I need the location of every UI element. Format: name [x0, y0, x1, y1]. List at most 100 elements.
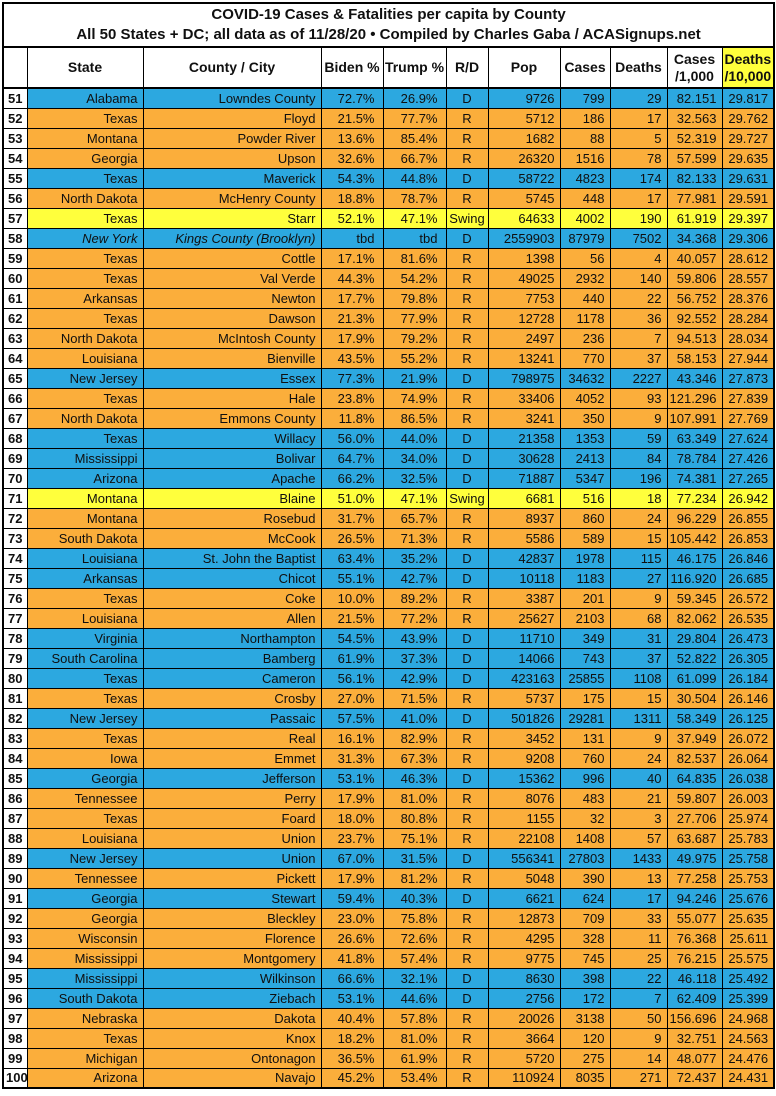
cell-deaths-per-10k: 26.942 [721, 487, 775, 509]
cell-biden-pct: 26.6% [320, 927, 384, 949]
cell-deaths-per-10k: 29.306 [721, 227, 775, 249]
cell-cases: 398 [559, 967, 611, 989]
cell-rank: 84 [2, 747, 28, 769]
table-row: 66 Texas Hale 23.8% 74.9% R 33406 4052 9… [2, 387, 775, 409]
table-row: 65 New Jersey Essex 77.3% 21.9% D 798975… [2, 367, 775, 389]
cell-deaths-per-10k: 24.476 [721, 1047, 775, 1069]
table-row: 63 North Dakota McIntosh County 17.9% 79… [2, 327, 775, 349]
cell-state: Virginia [26, 627, 144, 649]
cell-state: Tennessee [26, 787, 144, 809]
cell-deaths: 1311 [609, 707, 668, 729]
cell-deaths-per-10k: 24.563 [721, 1027, 775, 1049]
cell-deaths-per-10k: 29.817 [721, 87, 775, 109]
cell-party: R [445, 747, 489, 769]
cell-state: North Dakota [26, 187, 144, 209]
cell-rank: 61 [2, 287, 28, 309]
cell-pop: 14066 [487, 647, 561, 669]
cell-biden-pct: 17.9% [320, 787, 384, 809]
cell-biden-pct: 27.0% [320, 687, 384, 709]
cell-county: Hale [142, 387, 322, 409]
cell-biden-pct: 67.0% [320, 847, 384, 869]
table-row: 70 Arizona Apache 66.2% 32.5% D 71887 53… [2, 467, 775, 489]
cell-biden-pct: 18.2% [320, 1027, 384, 1049]
cell-cases-per-1k: 61.919 [666, 207, 723, 229]
cell-deaths-per-10k: 25.676 [721, 887, 775, 909]
cell-party: R [445, 147, 489, 169]
cell-county: Apache [142, 467, 322, 489]
cell-cases: 32 [559, 807, 611, 829]
cell-county: Bamberg [142, 647, 322, 669]
cell-rank: 55 [2, 167, 28, 189]
cell-state: Texas [26, 107, 144, 129]
cell-trump-pct: 34.0% [382, 447, 447, 469]
cell-deaths-per-10k: 24.968 [721, 1007, 775, 1029]
cell-trump-pct: 40.3% [382, 887, 447, 909]
cell-biden-pct: 17.9% [320, 327, 384, 349]
cell-deaths: 24 [609, 747, 668, 769]
cell-deaths-per-10k: 28.557 [721, 267, 775, 289]
cell-county: Cameron [142, 667, 322, 689]
table-row: 92 Georgia Bleckley 23.0% 75.8% R 12873 … [2, 907, 775, 929]
cell-party: D [445, 167, 489, 189]
cell-rank: 89 [2, 847, 28, 869]
cell-cases-per-1k: 92.552 [666, 307, 723, 329]
cell-state: Louisiana [26, 547, 144, 569]
cell-state: Texas [26, 727, 144, 749]
cell-rank: 97 [2, 1007, 28, 1029]
col-rank [2, 46, 28, 89]
cell-party: R [445, 907, 489, 929]
table-row: 84 Iowa Emmet 31.3% 67.3% R 9208 760 24 … [2, 747, 775, 769]
cell-deaths: 40 [609, 767, 668, 789]
cell-pop: 1398 [487, 247, 561, 269]
cell-cases: 745 [559, 947, 611, 969]
cell-deaths: 93 [609, 387, 668, 409]
cell-deaths-per-10k: 26.064 [721, 747, 775, 769]
cell-party: D [445, 467, 489, 489]
cell-cases-per-1k: 59.345 [666, 587, 723, 609]
cell-biden-pct: 53.1% [320, 767, 384, 789]
table-row: 55 Texas Maverick 54.3% 44.8% D 58722 48… [2, 167, 775, 189]
cell-biden-pct: 63.4% [320, 547, 384, 569]
cell-deaths: 1108 [609, 667, 668, 689]
cell-pop: 13241 [487, 347, 561, 369]
cell-trump-pct: 47.1% [382, 207, 447, 229]
cell-county: Perry [142, 787, 322, 809]
cell-trump-pct: 79.8% [382, 287, 447, 309]
cell-party: D [445, 567, 489, 589]
cell-deaths-per-10k: 26.125 [721, 707, 775, 729]
cell-rank: 64 [2, 347, 28, 369]
cell-party: D [445, 667, 489, 689]
cell-pop: 501826 [487, 707, 561, 729]
table-row: 71 Montana Blaine 51.0% 47.1% Swing 6681… [2, 487, 775, 509]
cell-cases-per-1k: 156.696 [666, 1007, 723, 1029]
cell-trump-pct: 37.3% [382, 647, 447, 669]
cell-state: Texas [26, 167, 144, 189]
cell-deaths-per-10k: 25.753 [721, 867, 775, 889]
cell-state: Montana [26, 487, 144, 509]
cell-deaths-per-10k: 29.591 [721, 187, 775, 209]
cell-cases: 996 [559, 767, 611, 789]
cell-deaths-per-10k: 29.397 [721, 207, 775, 229]
cell-county: Union [142, 827, 322, 849]
cell-pop: 64633 [487, 207, 561, 229]
table-row: 85 Georgia Jefferson 53.1% 46.3% D 15362… [2, 767, 775, 789]
cell-cases-per-1k: 40.057 [666, 247, 723, 269]
cell-biden-pct: 31.7% [320, 507, 384, 529]
cell-deaths: 140 [609, 267, 668, 289]
cell-pop: 25627 [487, 607, 561, 629]
cell-county: Real [142, 727, 322, 749]
cell-cases-per-1k: 96.229 [666, 507, 723, 529]
cell-cases: 120 [559, 1027, 611, 1049]
cell-rank: 91 [2, 887, 28, 909]
cell-cases-per-1k: 43.346 [666, 367, 723, 389]
cell-state: Georgia [26, 907, 144, 929]
cell-cases: 27803 [559, 847, 611, 869]
cell-cases-per-1k: 82.151 [666, 87, 723, 109]
cell-deaths-per-10k: 24.431 [721, 1067, 775, 1089]
cell-cases-per-1k: 76.215 [666, 947, 723, 969]
cell-trump-pct: 61.9% [382, 1047, 447, 1069]
table-row: 68 Texas Willacy 56.0% 44.0% D 21358 135… [2, 427, 775, 449]
cell-pop: 423163 [487, 667, 561, 689]
table-body: 51 Alabama Lowndes County 72.7% 26.9% D … [2, 87, 775, 1089]
